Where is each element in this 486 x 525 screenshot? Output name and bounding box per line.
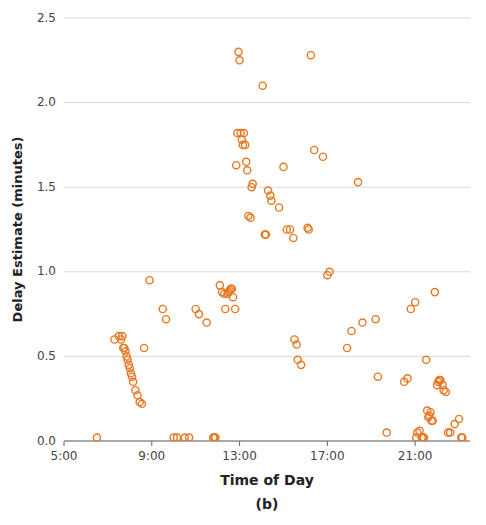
y-tick-label: 0.0 [37, 434, 56, 448]
point [305, 226, 312, 233]
x-axis-line [64, 441, 470, 442]
x-tick [151, 441, 152, 446]
point [229, 294, 236, 301]
point [244, 167, 251, 174]
grid [64, 18, 470, 441]
point [138, 400, 145, 407]
point [455, 415, 462, 422]
point [232, 305, 239, 312]
point [290, 234, 297, 241]
point [222, 305, 229, 312]
point [311, 146, 318, 153]
point [247, 214, 254, 221]
y-tick-label: 2.0 [37, 95, 56, 109]
x-tick [327, 441, 328, 446]
point [383, 429, 390, 436]
point [407, 305, 414, 312]
point [241, 141, 248, 148]
point [423, 356, 430, 363]
x-tick-label: 5:00 [51, 449, 78, 463]
point [431, 289, 438, 296]
chart: 0.0 0.5 1.0 1.5 2.0 2.5 5:00 9:00 13:00 17:00 21:0… [0, 0, 486, 525]
point [326, 268, 333, 275]
point [195, 311, 202, 318]
point [173, 434, 180, 441]
point [159, 305, 166, 312]
point [420, 434, 427, 441]
point [447, 429, 454, 436]
y-tick-label: 1.5 [37, 180, 56, 194]
y-grid-line [64, 271, 470, 272]
x-tick [239, 441, 240, 446]
point [236, 57, 243, 64]
point [240, 129, 247, 136]
point [293, 341, 300, 348]
point [93, 434, 100, 441]
point [319, 153, 326, 160]
x-tick-label: 21:00 [398, 449, 433, 463]
x-tick [415, 441, 416, 446]
points [93, 48, 466, 441]
point [212, 434, 219, 441]
point [354, 179, 361, 186]
annotation: (b) [256, 496, 279, 512]
point [130, 378, 137, 385]
point [372, 316, 379, 323]
x-axis-label: Time of Day [220, 472, 314, 488]
point [162, 316, 169, 323]
y-axis-label: Delay Estimate (minutes) [10, 137, 25, 323]
point [374, 373, 381, 380]
point [259, 82, 266, 89]
y-tick-label: 2.5 [37, 11, 56, 25]
point [404, 375, 411, 382]
y-tick-label: 1.0 [37, 264, 56, 278]
point [286, 226, 293, 233]
x-tick [64, 441, 65, 446]
x-tick-label: 13:00 [222, 449, 257, 463]
point [243, 158, 250, 165]
point [233, 162, 240, 169]
x-tick-label: 17:00 [310, 449, 345, 463]
point [359, 319, 366, 326]
point [185, 434, 192, 441]
point [297, 361, 304, 368]
point [275, 204, 282, 211]
x-tick-label: 9:00 [138, 449, 165, 463]
point [235, 48, 242, 55]
point [203, 319, 210, 326]
point [262, 231, 269, 238]
point [307, 52, 314, 59]
y-tick-label: 0.5 [37, 349, 56, 363]
point [442, 388, 449, 395]
point [146, 277, 153, 284]
point [412, 299, 419, 306]
point [268, 197, 275, 204]
point [228, 285, 235, 292]
y-grid-line [64, 102, 470, 103]
point [141, 344, 148, 351]
y-grid-line [64, 441, 470, 442]
point [344, 344, 351, 351]
point [429, 417, 436, 424]
point [459, 434, 466, 441]
point [427, 409, 434, 416]
y-grid-line [64, 18, 470, 19]
point [249, 180, 256, 187]
point [119, 332, 126, 339]
point [280, 163, 287, 170]
point [348, 327, 355, 334]
